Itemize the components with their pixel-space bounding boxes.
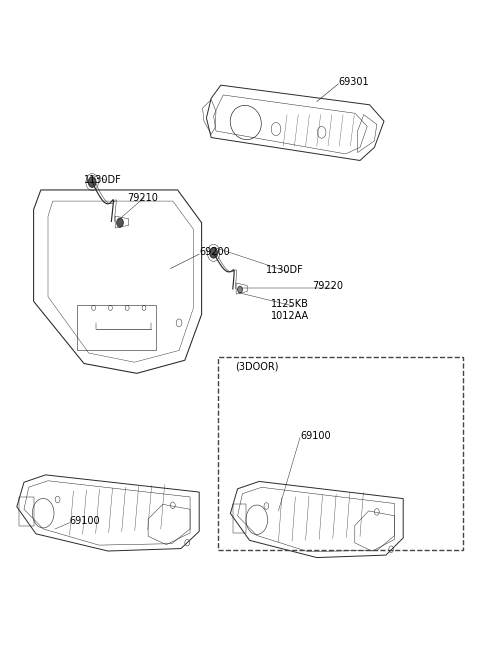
Text: 69200: 69200 xyxy=(199,246,230,257)
Bar xyxy=(233,504,246,533)
Circle shape xyxy=(238,286,242,293)
Text: 69301: 69301 xyxy=(338,77,369,87)
Text: 1130DF: 1130DF xyxy=(84,175,122,185)
Text: (3DOOR): (3DOOR) xyxy=(235,362,279,372)
Bar xyxy=(218,357,463,550)
Circle shape xyxy=(210,248,217,258)
Text: 79220: 79220 xyxy=(312,280,343,291)
Text: 69100: 69100 xyxy=(70,515,100,526)
Bar xyxy=(19,497,34,527)
Text: 1130DF: 1130DF xyxy=(266,265,304,275)
Text: 69100: 69100 xyxy=(300,430,331,441)
Circle shape xyxy=(88,177,96,187)
Text: 79210: 79210 xyxy=(127,193,158,203)
Text: 1012AA: 1012AA xyxy=(271,310,309,321)
Bar xyxy=(77,305,156,350)
Circle shape xyxy=(117,218,123,227)
Text: 1125KB: 1125KB xyxy=(271,299,309,309)
